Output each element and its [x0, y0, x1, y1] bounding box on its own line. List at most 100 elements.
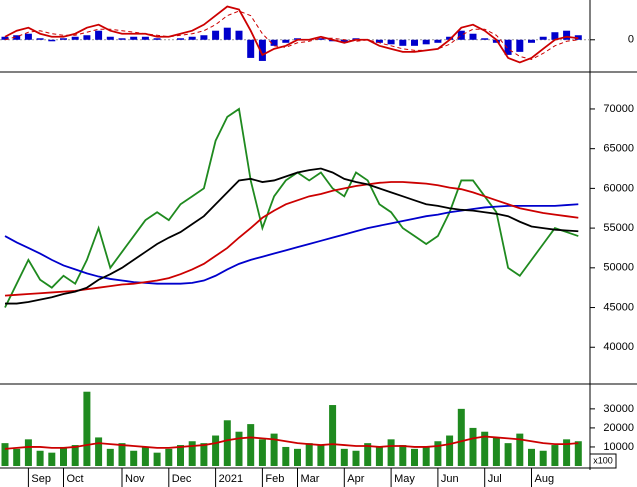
- bar: [270, 433, 278, 466]
- bar: [516, 39, 524, 52]
- x-tick-label: Oct: [67, 473, 84, 485]
- y-tick-label: 70000: [603, 103, 634, 115]
- bar: [481, 38, 489, 40]
- x-tick-label: 2021: [219, 473, 243, 485]
- bar: [130, 450, 138, 466]
- bar: [71, 445, 79, 466]
- bar: [95, 30, 103, 40]
- bar: [387, 439, 395, 466]
- x-tick-label: Nov: [125, 473, 145, 485]
- x-tick-label: Feb: [265, 473, 284, 485]
- bar: [1, 443, 9, 466]
- bar: [364, 443, 372, 466]
- bar: [492, 437, 500, 466]
- bar: [95, 437, 103, 466]
- bar: [481, 431, 489, 466]
- bar: [528, 448, 535, 466]
- bar: [539, 36, 547, 40]
- bar: [446, 36, 454, 40]
- bar: [235, 431, 243, 466]
- bar: [177, 445, 184, 466]
- bar: [340, 448, 348, 466]
- bar: [188, 36, 196, 40]
- bar: [177, 38, 184, 40]
- y-tick-label: 30000: [603, 403, 634, 415]
- bar: [118, 443, 126, 466]
- bar: [106, 448, 114, 466]
- bar: [247, 424, 255, 466]
- bar: [329, 405, 337, 466]
- bar: [212, 435, 220, 466]
- bar: [317, 445, 325, 466]
- series-line: [4, 5, 579, 64]
- y-tick-label: 20000: [603, 422, 634, 434]
- bar: [24, 33, 32, 40]
- bar: [71, 36, 79, 40]
- bar: [235, 30, 243, 40]
- bar: [434, 441, 442, 466]
- bar: [516, 433, 524, 466]
- bar: [411, 448, 418, 466]
- y-tick-label: 65000: [603, 143, 634, 155]
- y-tick-label: 0: [628, 34, 634, 46]
- bar: [141, 36, 149, 40]
- y-tick-label: 60000: [603, 182, 634, 194]
- x-tick-label: Aug: [535, 473, 555, 485]
- x-tick-label: Jun: [441, 473, 459, 485]
- x-tick-label: Sep: [31, 473, 51, 485]
- bar: [223, 27, 231, 40]
- bar: [411, 39, 418, 46]
- bar: [153, 452, 161, 466]
- bar: [551, 32, 559, 40]
- bar: [352, 450, 360, 466]
- bar: [551, 445, 559, 466]
- bar: [563, 439, 571, 466]
- bar: [305, 443, 313, 466]
- series-line: [4, 10, 579, 60]
- bar: [24, 439, 32, 466]
- y-tick-label: 50000: [603, 262, 634, 274]
- bar: [48, 452, 56, 466]
- bar: [317, 38, 325, 40]
- bar: [446, 435, 454, 466]
- y-tick-label: 45000: [603, 301, 634, 313]
- bar: [1, 36, 9, 40]
- x-tick-label: Dec: [172, 473, 192, 485]
- bar: [469, 427, 477, 466]
- x-tick-label: Jul: [488, 473, 502, 485]
- bar: [60, 38, 67, 40]
- bar: [36, 450, 44, 466]
- unit-label: x100: [593, 455, 613, 465]
- bar: [375, 39, 383, 43]
- series-line: [4, 107, 579, 308]
- bar: [258, 439, 266, 466]
- bar: [130, 36, 138, 40]
- bar: [153, 38, 161, 40]
- bar: [223, 420, 231, 466]
- bar: [340, 39, 348, 43]
- bar: [387, 39, 395, 45]
- series-line: [5, 167, 579, 305]
- bar: [574, 441, 582, 466]
- series-line: [4, 181, 579, 297]
- bar: [457, 408, 465, 466]
- bar: [188, 441, 196, 466]
- bar: [504, 443, 512, 466]
- series-line: [4, 203, 579, 285]
- bar: [60, 446, 67, 466]
- y-tick-label: 10000: [603, 441, 634, 453]
- bar: [282, 446, 290, 466]
- x-tick-label: Mar: [301, 473, 320, 485]
- bar: [457, 30, 465, 40]
- bar: [422, 446, 430, 466]
- bar: [83, 391, 91, 466]
- bar: [106, 36, 114, 40]
- bar: [48, 39, 56, 42]
- bar: [294, 448, 301, 466]
- bar: [270, 39, 278, 46]
- x-tick-label: Apr: [347, 473, 364, 485]
- bar: [375, 446, 383, 466]
- bar: [539, 450, 547, 466]
